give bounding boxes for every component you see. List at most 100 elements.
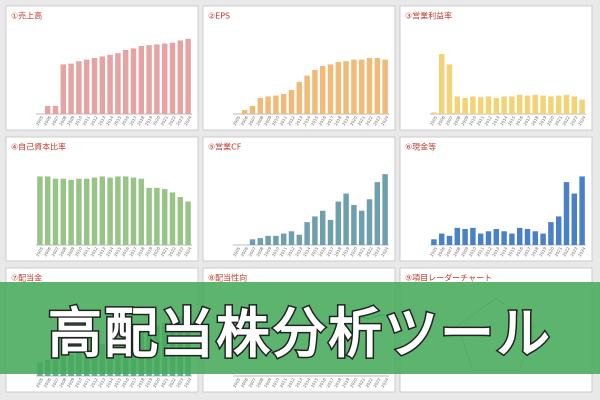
x-tick-label: 2021 bbox=[554, 115, 564, 127]
bar bbox=[265, 235, 271, 245]
x-tick-label: 2010 bbox=[468, 115, 478, 127]
x-tick-label: 2017 bbox=[128, 377, 138, 389]
x-tick-label: 2012 bbox=[483, 115, 493, 127]
bar bbox=[431, 112, 437, 114]
x-tick-label: 2016 bbox=[121, 246, 131, 258]
bar bbox=[454, 227, 461, 245]
x-tick-label: 2014 bbox=[105, 246, 115, 258]
x-tick-label: 2018 bbox=[333, 246, 343, 258]
bar bbox=[555, 216, 562, 245]
x-tick-label: 2020 bbox=[152, 246, 162, 258]
x-tick-label: 2020 bbox=[349, 377, 359, 389]
x-tick-label: 2008 bbox=[58, 246, 68, 258]
bar bbox=[37, 176, 43, 245]
bar bbox=[177, 40, 184, 114]
bar bbox=[249, 239, 256, 245]
x-tick-label: 2006 bbox=[437, 246, 447, 258]
bar bbox=[358, 59, 365, 114]
x-tick-label: 2009 bbox=[263, 246, 273, 258]
bar bbox=[477, 97, 484, 114]
bar bbox=[68, 63, 74, 114]
panel-title: ⑨項目レーダーチャート bbox=[405, 273, 492, 283]
panel-title: ⑤営業CF bbox=[208, 142, 242, 152]
bar bbox=[257, 98, 264, 114]
x-tick-label: 2020 bbox=[349, 246, 359, 258]
bar bbox=[257, 238, 264, 245]
bar bbox=[241, 110, 248, 114]
x-tick-label: 2014 bbox=[499, 246, 509, 258]
bar bbox=[446, 235, 453, 245]
bar bbox=[60, 178, 67, 245]
bar bbox=[493, 98, 500, 114]
bar bbox=[99, 176, 106, 245]
x-tick-label: 2011 bbox=[82, 115, 92, 127]
x-tick-label: 2017 bbox=[325, 115, 335, 127]
bar bbox=[524, 95, 531, 114]
x-tick-label: 2015 bbox=[310, 115, 320, 127]
bar bbox=[76, 61, 82, 114]
bar bbox=[138, 178, 145, 245]
x-tick-label: 2008 bbox=[255, 246, 265, 258]
panel-title: ⑧配当性向 bbox=[208, 273, 247, 283]
x-tick-label: 2021 bbox=[160, 115, 170, 127]
bar bbox=[548, 222, 554, 245]
panel-title: ⑦配当金 bbox=[11, 273, 42, 283]
bar bbox=[335, 62, 342, 114]
x-tick-label: 2013 bbox=[97, 246, 107, 258]
x-tick-label: 2018 bbox=[530, 246, 540, 258]
x-tick-label: 2012 bbox=[89, 115, 99, 127]
bar bbox=[76, 178, 82, 245]
x-tick-label: 2024 bbox=[183, 377, 193, 389]
bar bbox=[146, 45, 152, 115]
x-tick-label: 2019 bbox=[538, 246, 548, 258]
x-tick-label: 2021 bbox=[160, 246, 170, 258]
x-tick-label: 2007 bbox=[247, 115, 257, 127]
bar bbox=[343, 193, 349, 245]
x-tick-label: 2016 bbox=[515, 246, 525, 258]
x-tick-label: 2010 bbox=[74, 377, 84, 389]
bar bbox=[296, 82, 303, 114]
x-tick-label: 2023 bbox=[569, 115, 579, 127]
bar bbox=[462, 229, 468, 245]
x-tick-label: 2013 bbox=[97, 377, 107, 389]
x-tick-label: 2007 bbox=[50, 377, 60, 389]
bar bbox=[44, 106, 51, 114]
bar bbox=[366, 199, 373, 245]
bar bbox=[351, 205, 357, 245]
x-tick-label: 2019 bbox=[144, 246, 154, 258]
x-tick-label: 2009 bbox=[66, 377, 76, 389]
x-tick-label: 2012 bbox=[89, 377, 99, 389]
bar bbox=[563, 94, 570, 114]
bar bbox=[548, 96, 554, 114]
bar bbox=[532, 231, 539, 245]
x-tick-label: 2022 bbox=[167, 246, 177, 258]
x-tick-label: 2022 bbox=[561, 246, 571, 258]
x-tick-label: 2018 bbox=[333, 377, 343, 389]
x-tick-label: 2018 bbox=[136, 377, 146, 389]
bar bbox=[555, 95, 562, 114]
x-tick-label: 2015 bbox=[113, 115, 123, 127]
x-tick-label: 2006 bbox=[240, 246, 250, 258]
bar bbox=[273, 235, 279, 245]
x-tick-label: 2007 bbox=[247, 246, 257, 258]
x-tick-label: 2007 bbox=[50, 246, 60, 258]
bar bbox=[312, 216, 318, 245]
bar bbox=[374, 182, 381, 245]
x-tick-label: 2012 bbox=[286, 377, 296, 389]
bar bbox=[358, 210, 365, 245]
x-tick-label: 2011 bbox=[82, 377, 92, 389]
x-tick-label: 2005 bbox=[232, 115, 242, 127]
x-tick-label: 2024 bbox=[577, 115, 587, 127]
bar bbox=[52, 178, 59, 245]
bar bbox=[470, 227, 476, 245]
x-tick-label: 2023 bbox=[372, 115, 382, 127]
x-tick-label: 2016 bbox=[318, 115, 328, 127]
bar bbox=[470, 96, 476, 114]
bar bbox=[327, 64, 334, 114]
bar bbox=[154, 44, 160, 114]
x-tick-label: 2014 bbox=[302, 115, 312, 127]
x-tick-label: 2015 bbox=[113, 377, 123, 389]
bar bbox=[540, 95, 546, 114]
x-tick-label: 2017 bbox=[325, 246, 335, 258]
x-tick-label: 2008 bbox=[255, 115, 265, 127]
